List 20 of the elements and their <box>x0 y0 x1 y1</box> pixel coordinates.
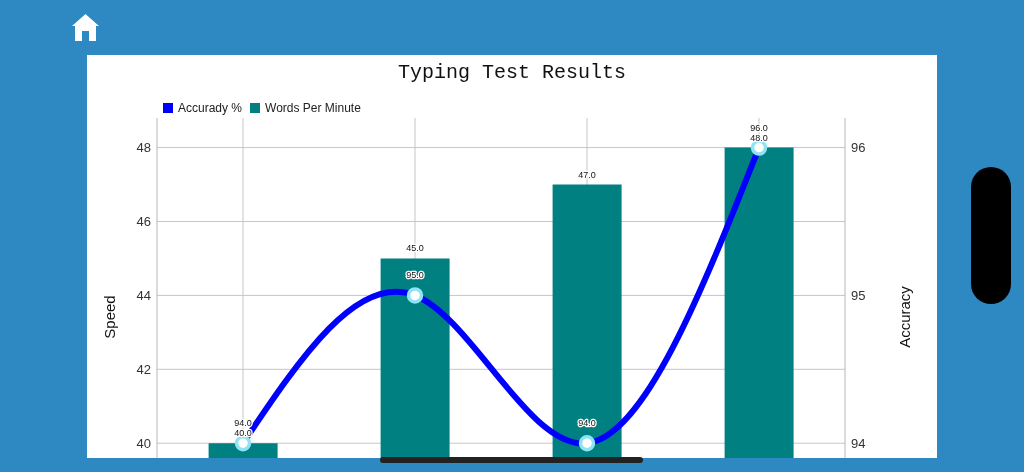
y2-tick-label: 95 <box>851 288 866 304</box>
legend-label: Words Per Minute <box>265 101 361 115</box>
data-label: 48.0 <box>750 132 768 143</box>
y2-axis-title: Accuracy <box>896 286 914 348</box>
data-label: 96.0 <box>750 122 768 133</box>
chart-title: Typing Test Results <box>396 60 627 86</box>
y2-tick-label: 94 <box>851 435 866 451</box>
y-tick-label: 44 <box>136 288 151 304</box>
data-label: 45.0 <box>406 243 424 254</box>
data-label: 94.0 <box>234 418 252 429</box>
y-axis-title: Speed <box>101 295 119 339</box>
y-tick-label: 42 <box>136 361 151 377</box>
y2-tick-label: 96 <box>851 140 866 156</box>
data-label: 47.0 <box>578 169 596 180</box>
data-label: 95.0 <box>406 270 424 281</box>
legend-label: Accurady % <box>178 101 243 115</box>
y-tick-label: 46 <box>136 214 151 230</box>
y-tick-label: 40 <box>136 435 151 451</box>
y-tick-label: 48 <box>136 140 151 156</box>
data-label: 94.0 <box>578 418 596 429</box>
